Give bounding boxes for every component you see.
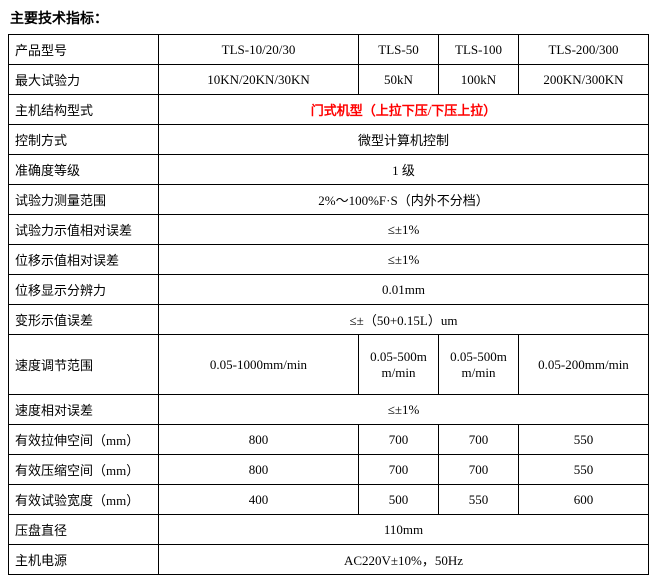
- table-row: 试验力示值相对误差 ≤±1%: [9, 215, 649, 245]
- row-label: 有效压缩空间（mm）: [9, 455, 159, 485]
- table-row: 变形示值误差 ≤±（50+0.15L）um: [9, 305, 649, 335]
- table-row: 有效试验宽度（mm） 400 500 550 600: [9, 485, 649, 515]
- cell: 550: [439, 485, 519, 515]
- table-row: 位移显示分辨力 0.01mm: [9, 275, 649, 305]
- row-label: 主机电源: [9, 545, 159, 575]
- cell: 1 级: [159, 155, 649, 185]
- table-row: 主机电源 AC220V±10%，50Hz: [9, 545, 649, 575]
- row-label: 速度调节范围: [9, 335, 159, 395]
- cell: 700: [439, 425, 519, 455]
- cell: ≤±（50+0.15L）um: [159, 305, 649, 335]
- cell: TLS-100: [439, 35, 519, 65]
- row-label: 位移显示分辨力: [9, 275, 159, 305]
- table-row: 位移示值相对误差 ≤±1%: [9, 245, 649, 275]
- cell: TLS-200/300: [519, 35, 649, 65]
- row-label: 速度相对误差: [9, 395, 159, 425]
- cell: 0.05-200mm/min: [519, 335, 649, 395]
- row-label: 最大试验力: [9, 65, 159, 95]
- cell-highlight: 门式机型（上拉下压/下压上拉）: [159, 95, 649, 125]
- cell: 800: [159, 455, 359, 485]
- cell: 0.01mm: [159, 275, 649, 305]
- cell: 0.05-1000mm/min: [159, 335, 359, 395]
- cell: 0.05-500mm/min: [359, 335, 439, 395]
- table-row: 试验力测量范围 2%～100%F·S（内外不分档）: [9, 185, 649, 215]
- row-label: 试验力示值相对误差: [9, 215, 159, 245]
- cell: 100kN: [439, 65, 519, 95]
- cell: ≤±1%: [159, 395, 649, 425]
- cell: 2%～100%F·S（内外不分档）: [159, 185, 649, 215]
- cell: 550: [519, 455, 649, 485]
- cell: TLS-50: [359, 35, 439, 65]
- table-row: 有效拉伸空间（mm） 800 700 700 550: [9, 425, 649, 455]
- cell: 0.05-500mm/min: [439, 335, 519, 395]
- row-label: 有效拉伸空间（mm）: [9, 425, 159, 455]
- cell: 500: [359, 485, 439, 515]
- cell: ≤±1%: [159, 215, 649, 245]
- cell: 600: [519, 485, 649, 515]
- cell: 200KN/300KN: [519, 65, 649, 95]
- cell: 400: [159, 485, 359, 515]
- row-label: 压盘直径: [9, 515, 159, 545]
- table-row: 最大试验力 10KN/20KN/30KN 50kN 100kN 200KN/30…: [9, 65, 649, 95]
- cell: 700: [359, 425, 439, 455]
- table-row: 准确度等级 1 级: [9, 155, 649, 185]
- row-label: 控制方式: [9, 125, 159, 155]
- cell: 微型计算机控制: [159, 125, 649, 155]
- table-row: 压盘直径 110mm: [9, 515, 649, 545]
- page-title: 主要技术指标：: [8, 8, 648, 28]
- row-label: 主机结构型式: [9, 95, 159, 125]
- table-row: 控制方式 微型计算机控制: [9, 125, 649, 155]
- cell: AC220V±10%，50Hz: [159, 545, 649, 575]
- cell: 110mm: [159, 515, 649, 545]
- row-label: 产品型号: [9, 35, 159, 65]
- table-row: 产品型号 TLS-10/20/30 TLS-50 TLS-100 TLS-200…: [9, 35, 649, 65]
- cell: 550: [519, 425, 649, 455]
- table-row: 速度调节范围 0.05-1000mm/min 0.05-500mm/min 0.…: [9, 335, 649, 395]
- row-label: 试验力测量范围: [9, 185, 159, 215]
- table-row: 速度相对误差 ≤±1%: [9, 395, 649, 425]
- cell: 700: [439, 455, 519, 485]
- row-label: 位移示值相对误差: [9, 245, 159, 275]
- row-label: 有效试验宽度（mm）: [9, 485, 159, 515]
- table-row: 主机结构型式 门式机型（上拉下压/下压上拉）: [9, 95, 649, 125]
- cell: 10KN/20KN/30KN: [159, 65, 359, 95]
- row-label: 准确度等级: [9, 155, 159, 185]
- cell: 800: [159, 425, 359, 455]
- cell: 700: [359, 455, 439, 485]
- table-row: 有效压缩空间（mm） 800 700 700 550: [9, 455, 649, 485]
- cell: TLS-10/20/30: [159, 35, 359, 65]
- cell: 50kN: [359, 65, 439, 95]
- cell: ≤±1%: [159, 245, 649, 275]
- spec-table: 产品型号 TLS-10/20/30 TLS-50 TLS-100 TLS-200…: [8, 34, 649, 575]
- row-label: 变形示值误差: [9, 305, 159, 335]
